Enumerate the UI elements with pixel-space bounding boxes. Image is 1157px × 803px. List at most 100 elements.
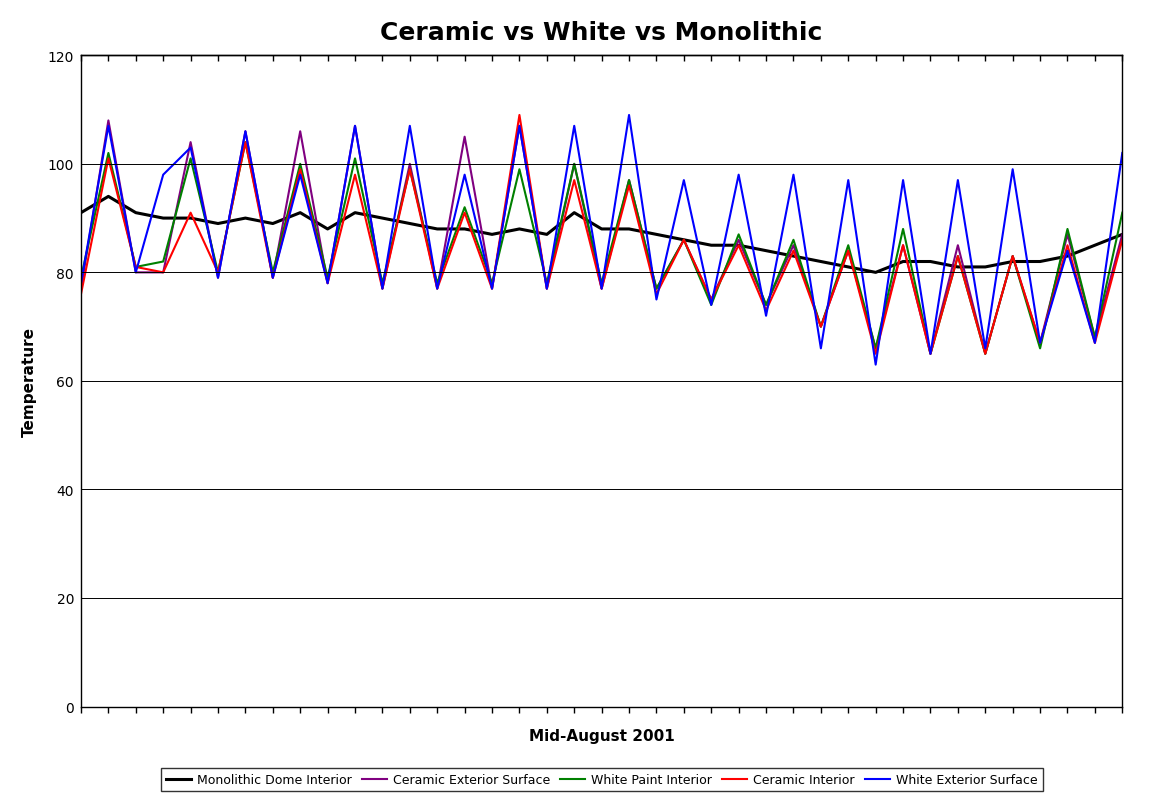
Ceramic Exterior Surface [238, 128, 252, 137]
White Paint Interior [513, 165, 526, 175]
Ceramic Exterior Surface [1005, 252, 1019, 262]
White Exterior Surface [649, 296, 663, 305]
White Exterior Surface [951, 176, 965, 185]
Monolithic Dome Interior [266, 219, 280, 229]
Monolithic Dome Interior [923, 257, 937, 267]
White Exterior Surface [595, 284, 609, 294]
Ceramic Exterior Surface [979, 349, 993, 359]
Ceramic Exterior Surface [128, 268, 142, 278]
Ceramic Exterior Surface [266, 274, 280, 283]
White Paint Interior [649, 284, 663, 294]
Monolithic Dome Interior [348, 209, 362, 218]
White Exterior Surface [841, 176, 855, 185]
White Paint Interior [567, 160, 581, 169]
Line: Ceramic Exterior Surface: Ceramic Exterior Surface [81, 121, 1122, 354]
Monolithic Dome Interior [376, 214, 390, 224]
White Paint Interior [677, 236, 691, 246]
Ceramic Interior [923, 349, 937, 359]
White Exterior Surface [622, 111, 636, 120]
Ceramic Interior [1033, 339, 1047, 349]
Ceramic Interior [897, 241, 911, 251]
Monolithic Dome Interior [403, 219, 417, 229]
White Exterior Surface [266, 274, 280, 283]
White Exterior Surface [1115, 149, 1129, 159]
White Exterior Surface [156, 171, 170, 181]
White Exterior Surface [320, 279, 334, 288]
Monolithic Dome Interior [1033, 257, 1047, 267]
White Paint Interior [430, 279, 444, 288]
White Paint Interior [705, 301, 718, 311]
White Exterior Surface [430, 284, 444, 294]
Ceramic Interior [595, 284, 609, 294]
White Paint Interior [841, 241, 855, 251]
Ceramic Exterior Surface [813, 323, 827, 332]
Ceramic Interior [979, 349, 993, 359]
Ceramic Interior [430, 284, 444, 294]
Monolithic Dome Interior [485, 230, 499, 240]
Monolithic Dome Interior [293, 209, 307, 218]
Line: Ceramic Interior: Ceramic Interior [81, 116, 1122, 354]
Ceramic Interior [567, 176, 581, 185]
White Exterior Surface [74, 279, 88, 288]
White Exterior Surface [923, 349, 937, 359]
Ceramic Interior [238, 138, 252, 148]
White Paint Interior [540, 279, 554, 288]
Ceramic Exterior Surface [705, 296, 718, 305]
Ceramic Interior [156, 268, 170, 278]
White Exterior Surface [897, 176, 911, 185]
Ceramic Interior [485, 284, 499, 294]
Ceramic Exterior Surface [869, 344, 883, 353]
Monolithic Dome Interior [513, 225, 526, 234]
White Exterior Surface [1061, 247, 1075, 256]
White Exterior Surface [403, 122, 417, 132]
White Exterior Surface [348, 122, 362, 132]
Ceramic Interior [293, 165, 307, 175]
White Paint Interior [1115, 209, 1129, 218]
Monolithic Dome Interior [897, 257, 911, 267]
Ceramic Interior [266, 274, 280, 283]
Ceramic Interior [649, 290, 663, 300]
Ceramic Interior [74, 290, 88, 300]
Monolithic Dome Interior [951, 263, 965, 272]
Monolithic Dome Interior [869, 268, 883, 278]
Monolithic Dome Interior [211, 219, 224, 229]
White Exterior Surface [677, 176, 691, 185]
Monolithic Dome Interior [1005, 257, 1019, 267]
Ceramic Interior [513, 111, 526, 120]
White Exterior Surface [513, 122, 526, 132]
White Paint Interior [238, 138, 252, 148]
Title: Ceramic vs White vs Monolithic: Ceramic vs White vs Monolithic [381, 21, 823, 44]
Line: White Exterior Surface: White Exterior Surface [81, 116, 1122, 365]
Monolithic Dome Interior [705, 241, 718, 251]
Ceramic Interior [348, 171, 362, 181]
Monolithic Dome Interior [102, 193, 116, 202]
Ceramic Exterior Surface [540, 284, 554, 294]
Monolithic Dome Interior [979, 263, 993, 272]
Ceramic Exterior Surface [348, 122, 362, 132]
Ceramic Exterior Surface [1088, 333, 1101, 343]
Monolithic Dome Interior [595, 225, 609, 234]
Ceramic Interior [128, 263, 142, 272]
Monolithic Dome Interior [238, 214, 252, 224]
Monolithic Dome Interior [622, 225, 636, 234]
Ceramic Exterior Surface [74, 284, 88, 294]
White Exterior Surface [540, 284, 554, 294]
White Paint Interior [458, 203, 472, 213]
White Paint Interior [376, 279, 390, 288]
Ceramic Exterior Surface [1061, 230, 1075, 240]
X-axis label: Mid-August 2001: Mid-August 2001 [529, 728, 675, 743]
Ceramic Interior [540, 284, 554, 294]
Monolithic Dome Interior [320, 225, 334, 234]
Ceramic Interior [841, 247, 855, 256]
Ceramic Exterior Surface [458, 132, 472, 142]
White Paint Interior [759, 301, 773, 311]
White Paint Interior [102, 149, 116, 159]
White Exterior Surface [1033, 339, 1047, 349]
White Paint Interior [156, 257, 170, 267]
Ceramic Exterior Surface [293, 128, 307, 137]
White Paint Interior [1061, 225, 1075, 234]
White Exterior Surface [184, 144, 198, 153]
White Paint Interior [897, 225, 911, 234]
Ceramic Exterior Surface [320, 279, 334, 288]
Ceramic Exterior Surface [649, 284, 663, 294]
